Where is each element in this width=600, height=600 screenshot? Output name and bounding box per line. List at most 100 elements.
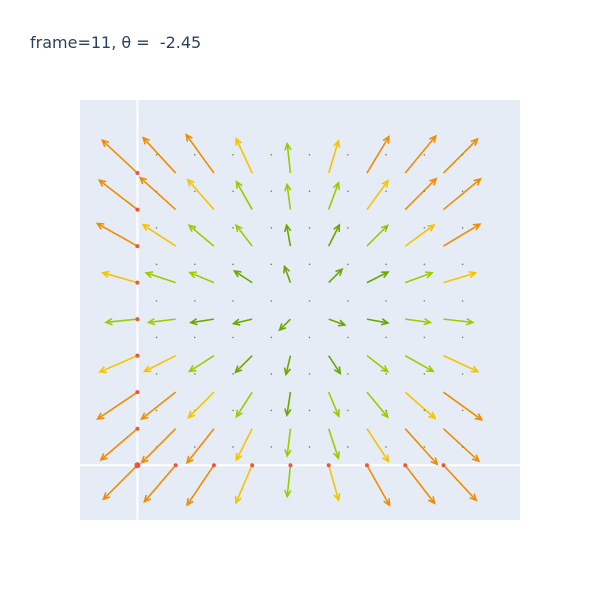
grid-point [461, 446, 464, 448]
grid-point [423, 227, 426, 229]
grid-point [461, 190, 464, 193]
grid-point [308, 227, 311, 229]
field-arrow [140, 428, 177, 464]
grid-point [308, 373, 311, 375]
grid-point [193, 336, 196, 339]
grid-point [385, 446, 387, 448]
grid-point [347, 153, 349, 156]
edge-marker [288, 463, 293, 468]
grid-point [461, 373, 464, 375]
grid-point [193, 263, 196, 266]
grid-point [423, 190, 426, 193]
field-arrow [442, 428, 481, 463]
grid-point [423, 263, 426, 266]
grid-point [270, 446, 273, 448]
edge-marker [135, 244, 140, 249]
grid-point [193, 373, 196, 375]
edge-marker [135, 353, 140, 358]
field-arrow [404, 354, 435, 373]
field-arrow [186, 178, 215, 211]
grid-point [155, 300, 158, 302]
field-arrow [95, 222, 138, 247]
field-arrow [327, 223, 341, 247]
grid-point [308, 446, 311, 448]
grid-point [270, 373, 273, 375]
grid-point [270, 263, 273, 266]
edge-marker [173, 463, 178, 468]
field-arrow [96, 391, 138, 421]
grid-point [423, 409, 426, 412]
field-arrow [327, 391, 340, 418]
field-arrow [232, 270, 253, 284]
edge-marker [211, 463, 216, 468]
field-arrow [188, 271, 215, 284]
field-arrow [284, 428, 292, 458]
grid-point [385, 409, 387, 412]
grid-point [461, 409, 464, 412]
field-arrow [442, 464, 478, 502]
field-arrow [404, 223, 436, 247]
field-arrow [443, 223, 482, 247]
field-arrow [366, 135, 390, 174]
field-arrow [283, 264, 292, 283]
grid-point [461, 263, 464, 266]
grid-point [385, 153, 387, 156]
grid-point [385, 190, 387, 193]
field-arrow [99, 428, 138, 462]
field-arrow [104, 318, 138, 326]
grid-point [270, 190, 273, 193]
grid-point [385, 373, 387, 375]
grid-point [461, 153, 464, 156]
grid-point [232, 153, 234, 156]
grid-point [347, 446, 349, 448]
field-arrow [443, 391, 484, 421]
field-arrow [185, 133, 215, 174]
edge-marker [326, 463, 331, 468]
field-arrow [366, 355, 390, 373]
grid-point [155, 336, 158, 339]
field-arrow [443, 354, 480, 373]
field-arrow [327, 465, 341, 502]
grid-point [270, 300, 273, 302]
field-arrow [328, 355, 342, 375]
field-arrow [187, 354, 215, 373]
grid-point [347, 263, 349, 266]
field-arrow [404, 134, 437, 174]
field-arrow [327, 139, 341, 174]
grid-point [308, 263, 311, 266]
field-arrow [141, 223, 177, 247]
field-arrow [235, 391, 253, 419]
grid-point [347, 409, 349, 412]
field-arrow [404, 271, 434, 284]
grid-point [232, 190, 234, 193]
edge-marker [250, 463, 255, 468]
grid-point [155, 153, 158, 156]
grid-point [461, 300, 464, 302]
field-arrow [235, 180, 253, 210]
field-arrow [97, 179, 138, 211]
field-arrow [185, 428, 215, 465]
field-arrow [366, 179, 390, 211]
grid-point [308, 153, 311, 156]
grid-point [347, 373, 349, 375]
grid-point [423, 336, 426, 339]
edge-marker [135, 426, 140, 431]
field-arrow [366, 428, 390, 463]
grid-point [232, 373, 234, 375]
field-arrow [442, 177, 482, 211]
grid-point [308, 336, 311, 339]
field-arrow [231, 318, 253, 326]
field-arrow [443, 317, 475, 326]
grid-point [423, 153, 426, 156]
edge-marker [135, 207, 140, 212]
grid-point [193, 446, 196, 448]
edge-marker [135, 317, 140, 322]
grid-point [385, 263, 387, 266]
grid-point [232, 227, 234, 229]
grid-point [423, 300, 426, 302]
field-arrow [283, 355, 292, 377]
grid-point [347, 227, 349, 229]
edge-markers [134, 171, 446, 469]
field-arrow [284, 465, 292, 499]
field-arrow [98, 354, 138, 374]
